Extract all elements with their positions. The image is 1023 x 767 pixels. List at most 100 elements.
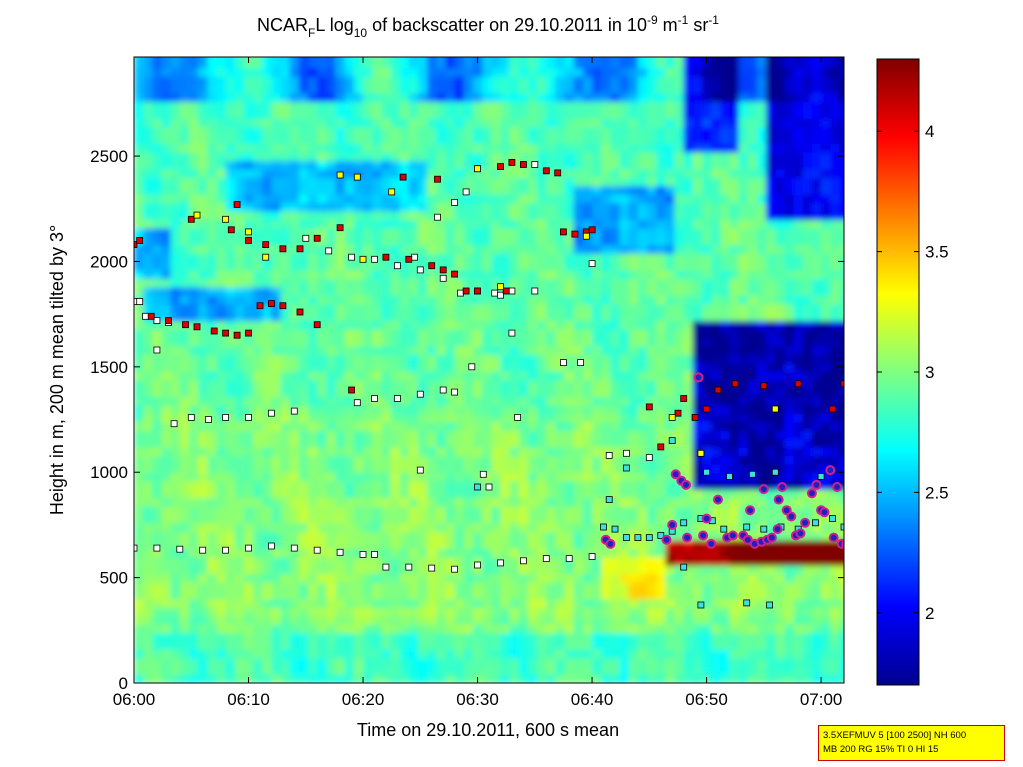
layer-marker-white <box>605 451 613 459</box>
layer-marker-white <box>353 399 361 407</box>
layer-marker-cloud-base <box>786 511 797 522</box>
parameters-line-1: 3.5XEFMUV 5 [100 2500] NH 600 <box>823 730 967 741</box>
layer-marker-white <box>336 548 344 556</box>
layer-marker-white <box>542 555 550 562</box>
layer-marker-yellow <box>388 188 396 196</box>
layer-marker-white <box>645 454 653 461</box>
x-axis-label: Time on 29.10.2011, 600 s mean <box>357 720 619 740</box>
layer-marker-red <box>474 287 481 295</box>
layer-marker-white <box>187 413 195 421</box>
layer-marker-white <box>416 390 424 398</box>
layer-marker-red <box>714 386 722 394</box>
layer-marker-yellow <box>222 215 230 223</box>
layer-marker-white <box>451 565 459 573</box>
layer-marker-white <box>371 551 378 558</box>
y-tick-label: 2000 <box>90 252 128 271</box>
x-axis: 06:00 06:10 06:20 06:30 06:40 06:50 07:00 <box>113 57 842 709</box>
layer-marker-red <box>794 380 802 388</box>
layer-marker-white <box>428 564 436 572</box>
layer-marker-yellow <box>336 171 344 179</box>
layer-marker-white <box>325 247 333 255</box>
layer-marker-cyan <box>743 599 751 607</box>
layer-marker-red <box>554 169 562 177</box>
layer-marker-yellow <box>697 449 705 457</box>
layer-marker-red <box>336 224 344 232</box>
layer-marker-red <box>691 413 699 421</box>
layer-marker-white <box>623 449 630 457</box>
layer-marker-red <box>520 161 527 168</box>
layer-marker-cloud-base <box>800 517 811 528</box>
layer-marker-yellow <box>497 283 504 291</box>
layer-marker-white <box>451 198 459 206</box>
layer-marker-white <box>382 563 390 571</box>
layer-marker-white <box>153 346 161 354</box>
layer-marker-red <box>227 226 235 234</box>
layer-marker-yellow <box>582 232 590 240</box>
layer-marker-cyan <box>611 525 619 533</box>
layer-marker-white <box>577 359 584 367</box>
layer-marker-white <box>497 559 504 567</box>
layer-marker-white <box>588 260 596 268</box>
colorbar-tick-label: 3 <box>925 363 934 382</box>
layer-marker-red <box>245 236 252 244</box>
layer-marker-white <box>456 289 464 297</box>
plot-frame <box>133 56 845 684</box>
layer-marker-red <box>382 253 390 261</box>
layer-marker-cyan <box>474 483 481 491</box>
layer-marker-red <box>657 443 665 451</box>
layer-marker-red <box>222 329 230 337</box>
layer-marker-cyan <box>840 523 844 531</box>
layer-marker-white <box>411 253 419 261</box>
layer-marker-white <box>393 395 401 402</box>
layer-marker-cloud-base <box>682 532 693 543</box>
y-tick-label: 500 <box>100 569 128 588</box>
layer-marker-red <box>439 266 447 274</box>
layer-marker-cloud-base <box>693 372 704 383</box>
layer-marker-cloud-base <box>670 469 681 480</box>
layer-marker-yellow <box>262 253 270 261</box>
layer-marker-red <box>508 158 516 166</box>
layer-marker-white <box>290 544 298 552</box>
layer-marker-white <box>371 395 378 402</box>
parameters-line-2: MB 200 RG 15% TI 0 HI 15 <box>823 744 939 755</box>
layer-marker-cloud-base <box>713 494 723 505</box>
layer-marker-cyan <box>760 525 768 533</box>
layer-marker-red <box>313 321 321 329</box>
layer-marker-white <box>371 255 378 263</box>
layer-marker-cloud-base <box>773 494 784 505</box>
layer-marker-cyan <box>766 601 773 609</box>
layer-marker-cloud-base <box>605 538 616 549</box>
processing-parameters-box: 3.5XEFMUV 5 [100 2500] NH 600 MB 200 RG … <box>818 725 1005 761</box>
layer-marker-white <box>514 413 521 421</box>
layer-marker-cloud-base <box>706 538 717 549</box>
layer-marker-white <box>451 388 459 396</box>
layer-marker-red <box>182 321 189 329</box>
layer-marker-red <box>497 163 504 171</box>
layer-marker-red <box>428 262 436 270</box>
layer-marker-white <box>565 555 573 562</box>
layer-marker-red <box>680 395 688 402</box>
layer-marker-red <box>829 405 836 413</box>
y-axis-label: Height in m, 200 m mean tilted by 3° <box>47 225 67 515</box>
layer-marker-white <box>416 266 424 274</box>
layer-marker-white <box>474 561 481 569</box>
layer-marker-cyan <box>645 534 653 541</box>
layer-marker-red <box>233 201 241 208</box>
layer-marker-red <box>542 167 550 175</box>
layer-marker-white <box>462 188 470 196</box>
layer-marker-red <box>451 270 459 278</box>
layer-marker-cyan <box>623 464 630 472</box>
layer-marker-cloud-base <box>806 488 817 499</box>
layer-marker-red <box>462 287 470 295</box>
layer-marker-yellow <box>474 165 481 173</box>
layer-marker-yellow <box>668 413 676 421</box>
layer-marker-white <box>416 466 424 474</box>
layer-marker-cyan <box>600 523 607 531</box>
layer-marker-white <box>393 262 401 270</box>
layer-marker-white <box>588 553 596 560</box>
layer-marker-white <box>485 483 493 491</box>
layer-marker-cyan <box>703 468 710 476</box>
layer-marker-cyan <box>634 534 642 541</box>
colorbar: 2 2.5 3 3.5 4 <box>876 58 949 686</box>
colorbar-tick-label: 2.5 <box>925 483 949 502</box>
